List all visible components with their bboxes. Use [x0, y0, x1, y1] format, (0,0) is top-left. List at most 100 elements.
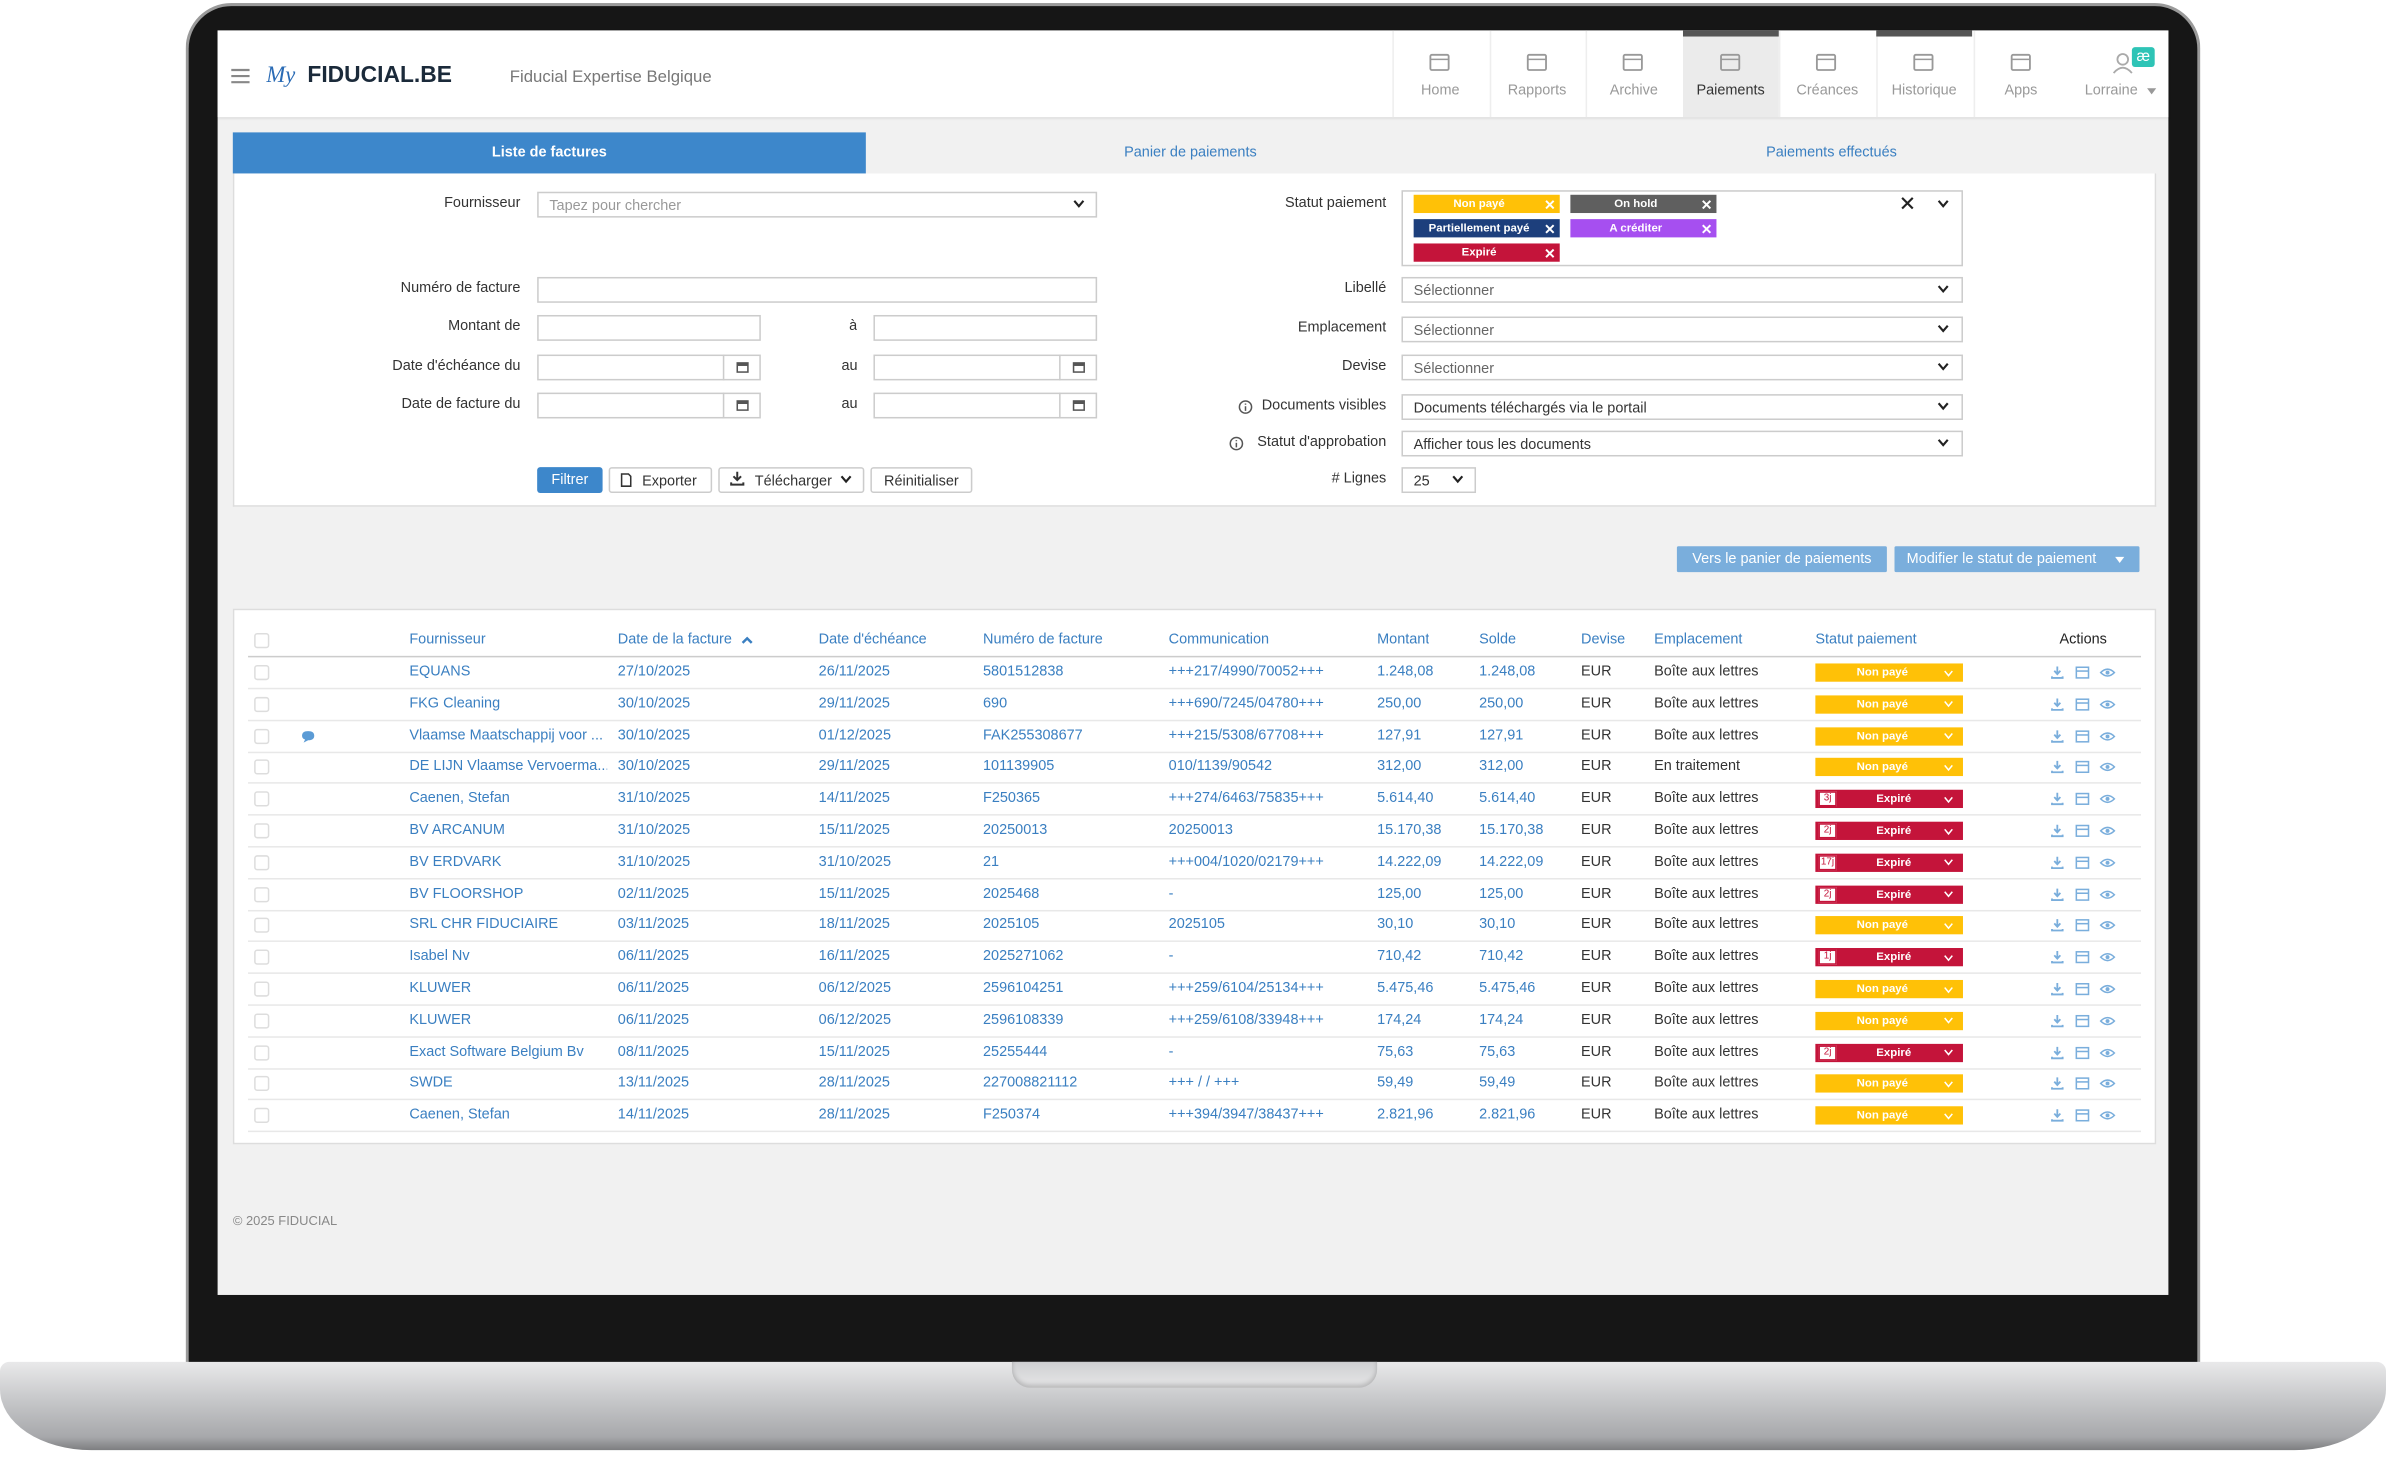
table-cell[interactable]: +++215/5308/67708+++	[1168, 726, 1324, 744]
table-cell[interactable]: 31/10/2025	[818, 853, 892, 871]
table-cell[interactable]: 14.222,09	[1479, 853, 1544, 871]
table-cell[interactable]: 5.475,46	[1479, 979, 1536, 997]
status-tag[interactable]: A créditer	[1570, 219, 1717, 238]
select-input[interactable]: Sélectionner	[1401, 316, 1963, 343]
table-cell[interactable]: -	[1168, 948, 1174, 966]
table-cell[interactable]: 5.614,40	[1377, 790, 1434, 807]
column-header[interactable]: Date d'échéance	[818, 631, 927, 649]
table-cell[interactable]: 2596104251	[983, 979, 1064, 997]
status-badge[interactable]	[1815, 790, 1963, 809]
select-input[interactable]: Afficher tous les documents	[1401, 430, 1963, 457]
nav-label[interactable]: Paiements	[1696, 82, 1765, 99]
table-cell[interactable]: 2025105	[983, 916, 1040, 934]
status-badge[interactable]	[1815, 663, 1963, 682]
table-cell[interactable]: +++004/1020/02179+++	[1168, 853, 1324, 871]
table-cell[interactable]: 250,00	[1377, 695, 1422, 712]
nav-label[interactable]: Historique	[1891, 82, 1957, 99]
table-cell[interactable]: 29/11/2025	[818, 758, 890, 776]
table-cell[interactable]: 174,24	[1479, 1011, 1524, 1029]
table-cell[interactable]: KLUWER	[409, 979, 472, 997]
table-cell[interactable]: +++259/6104/25134+++	[1168, 979, 1324, 997]
tab[interactable]: Liste de factures	[232, 132, 866, 174]
table-cell[interactable]: 14.222,09	[1377, 853, 1442, 871]
table-cell[interactable]: 06/11/2025	[617, 948, 690, 966]
table-cell[interactable]: 127,91	[1377, 726, 1422, 744]
table-cell[interactable]: 06/12/2025	[818, 979, 892, 997]
table-cell[interactable]: -	[1168, 885, 1174, 902]
table-cell[interactable]: BV ARCANUM	[409, 821, 505, 839]
table-cell[interactable]: 15.170,38	[1479, 821, 1544, 839]
table-cell[interactable]: 127,91	[1479, 726, 1524, 744]
status-badge[interactable]	[1815, 1106, 1963, 1125]
table-cell[interactable]: 15/11/2025	[818, 885, 890, 902]
table-cell[interactable]: FKG Cleaning	[409, 695, 501, 712]
basket-button[interactable]: Vers le panier de paiements	[1676, 546, 1887, 573]
row-checkbox[interactable]	[254, 1044, 270, 1060]
table-cell[interactable]: 5.614,40	[1479, 790, 1536, 807]
table-cell[interactable]: 312,00	[1479, 758, 1524, 776]
table-cell[interactable]: SRL CHR FIDUCIAIRE	[409, 916, 559, 934]
column-header[interactable]: Date de la facture	[617, 631, 732, 649]
table-cell[interactable]: 1.248,08	[1377, 663, 1434, 681]
table-cell[interactable]: 2.821,96	[1479, 1106, 1536, 1124]
table-cell[interactable]: BV FLOORSHOP	[409, 885, 524, 902]
select-input[interactable]: Sélectionner	[1401, 354, 1963, 381]
supplier-select[interactable]: Tapez pour chercher	[537, 191, 1098, 218]
table-cell[interactable]: 28/11/2025	[818, 1106, 890, 1124]
status-badge[interactable]	[1815, 695, 1963, 714]
status-badge[interactable]	[1815, 821, 1963, 840]
status-tag[interactable]: Partiellement payé	[1413, 219, 1560, 238]
header-checkbox[interactable]	[254, 633, 270, 649]
column-header[interactable]: Statut paiement	[1815, 631, 1917, 649]
table-cell[interactable]: +++217/4990/70052+++	[1168, 663, 1324, 681]
table-cell[interactable]: 01/12/2025	[818, 726, 892, 744]
table-cell[interactable]: 31/10/2025	[617, 821, 691, 839]
table-cell[interactable]: 06/12/2025	[818, 1011, 892, 1029]
table-cell[interactable]: 59,49	[1479, 1074, 1516, 1092]
table-cell[interactable]: 29/11/2025	[818, 695, 890, 712]
nav-label[interactable]: Créances	[1796, 82, 1859, 99]
invoice-number-input[interactable]	[537, 276, 1098, 303]
table-cell[interactable]: Caenen, Stefan	[409, 790, 510, 807]
table-cell[interactable]: SWDE	[409, 1074, 453, 1092]
nav-label[interactable]: Rapports	[1507, 82, 1567, 99]
status-tag[interactable]: Expiré	[1413, 243, 1560, 262]
table-cell[interactable]: 5.475,46	[1377, 979, 1434, 997]
table-cell[interactable]: +++259/6108/33948+++	[1168, 1011, 1324, 1029]
status-tag[interactable]: Non payé	[1413, 194, 1560, 214]
table-cell[interactable]: EQUANS	[409, 663, 471, 681]
table-cell[interactable]: Caenen, Stefan	[409, 1106, 510, 1124]
status-badge[interactable]	[1815, 1011, 1963, 1030]
row-checkbox[interactable]	[254, 918, 270, 934]
column-header[interactable]: Emplacement	[1654, 631, 1743, 649]
table-cell[interactable]: 250,00	[1479, 695, 1524, 712]
row-checkbox[interactable]	[254, 1076, 270, 1092]
column-header[interactable]: Solde	[1479, 631, 1517, 649]
select-input[interactable]: Sélectionner	[1401, 276, 1963, 303]
tab[interactable]: Paiements effectués	[1766, 144, 1897, 162]
table-cell[interactable]: 710,42	[1377, 948, 1422, 966]
amount-to-input[interactable]	[873, 314, 1098, 341]
table-cell[interactable]: 690	[983, 695, 1008, 712]
column-header[interactable]: Communication	[1168, 631, 1270, 649]
table-cell[interactable]: Vlaamse Maatschappij voor ...	[409, 726, 603, 744]
table-cell[interactable]: 59,49	[1377, 1074, 1414, 1092]
table-cell[interactable]: 15/11/2025	[818, 1043, 890, 1060]
download-button[interactable]: Télécharger	[718, 467, 865, 494]
table-cell[interactable]: 174,24	[1377, 1011, 1422, 1029]
table-cell[interactable]: 5801512838	[983, 663, 1064, 681]
nav-label[interactable]: Home	[1420, 82, 1460, 99]
table-cell[interactable]: 30/10/2025	[617, 726, 691, 744]
table-cell[interactable]: DE LIJN Vlaamse Vervoerma...	[409, 758, 608, 776]
table-cell[interactable]: FAK255308677	[983, 726, 1083, 744]
status-badge[interactable]	[1815, 853, 1963, 872]
table-cell[interactable]: Exact Software Belgium Bv	[409, 1043, 584, 1060]
table-cell[interactable]: 30,10	[1479, 916, 1516, 934]
status-tag[interactable]: On hold	[1570, 194, 1717, 214]
status-badge[interactable]	[1815, 1074, 1963, 1094]
table-cell[interactable]: 2025105	[1168, 916, 1225, 934]
status-badge[interactable]	[1815, 1043, 1963, 1062]
nav-label[interactable]: Apps	[2004, 82, 2038, 99]
table-cell[interactable]: +++394/3947/38437+++	[1168, 1106, 1324, 1124]
table-cell[interactable]: +++690/7245/04780+++	[1168, 695, 1324, 712]
